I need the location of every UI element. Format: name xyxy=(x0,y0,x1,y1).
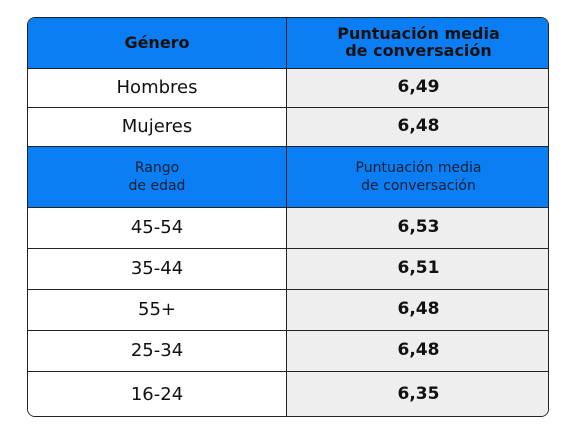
row-label: 35-44 xyxy=(28,249,287,290)
row-label: 16-24 xyxy=(28,372,287,416)
row-value: 6,48 xyxy=(287,331,548,372)
row-label: Hombres xyxy=(28,69,287,108)
header-average-score: Puntuación media de conversación xyxy=(287,18,548,69)
header-average-score-age: Puntuación media de conversación xyxy=(287,147,548,208)
row-value: 6,49 xyxy=(287,69,548,108)
row-value: 6,48 xyxy=(287,290,548,331)
row-label: 25-34 xyxy=(28,331,287,372)
row-label: Mujeres xyxy=(28,108,287,147)
row-value: 6,53 xyxy=(287,208,548,249)
score-table: Género Puntuación media de conversación … xyxy=(27,17,549,417)
row-value: 6,35 xyxy=(287,372,548,416)
row-label: 55+ xyxy=(28,290,287,331)
header-gender: Género xyxy=(28,18,287,69)
header-age-range: Rango de edad xyxy=(28,147,287,208)
row-value: 6,48 xyxy=(287,108,548,147)
row-value: 6,51 xyxy=(287,249,548,290)
row-label: 45-54 xyxy=(28,208,287,249)
